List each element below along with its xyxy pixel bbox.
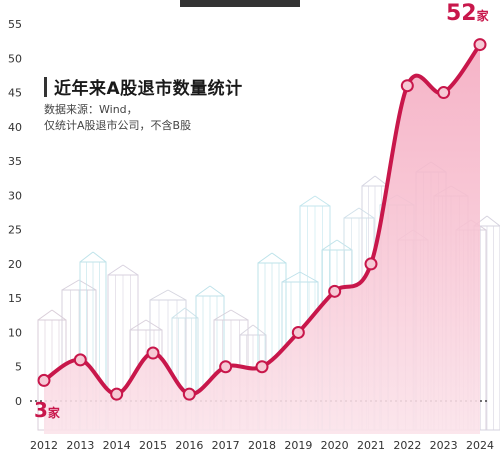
y-axis: 0 5 10 15 20 25 30 35 40 45 50 55: [8, 18, 22, 408]
chart-title: 近年来A股退市数量统计: [54, 79, 243, 99]
source-note: 数据来源：Wind，: [44, 103, 138, 116]
x-tick-label: 2020: [321, 439, 349, 452]
x-tick-label: 2021: [357, 439, 385, 452]
data-point: [73, 353, 87, 367]
start-value-callout: 3家: [34, 398, 60, 422]
y-tick-label: 20: [8, 258, 22, 271]
x-tick-label: 2018: [248, 439, 276, 452]
x-tick-label: 2023: [430, 439, 458, 452]
y-tick-label: 45: [8, 87, 22, 100]
y-tick-label: 55: [8, 18, 22, 31]
data-points: [37, 38, 487, 401]
x-tick-label: 2019: [284, 439, 312, 452]
data-point: [291, 325, 305, 339]
data-point: [37, 373, 51, 387]
y-tick-label: 25: [8, 224, 22, 237]
scope-note: 仅统计A股退市公司，不含B股: [44, 119, 192, 132]
data-point: [182, 387, 196, 401]
end-unit: 家: [476, 9, 489, 23]
y-tick-label: 35: [8, 155, 22, 168]
y-tick-label: 50: [8, 52, 22, 65]
y-tick-label: 30: [8, 189, 22, 202]
y-tick-label: 0: [15, 395, 22, 408]
decorative-corner-block: [180, 0, 300, 7]
data-point: [437, 86, 451, 100]
data-point: [364, 257, 378, 271]
y-tick-label: 5: [15, 361, 22, 374]
data-point: [400, 79, 414, 93]
x-tick-label: 2014: [103, 439, 131, 452]
end-value-callout: 52家: [446, 1, 489, 26]
x-tick-label: 2024: [466, 439, 494, 452]
data-point: [110, 387, 124, 401]
data-point: [255, 360, 269, 374]
x-tick-label: 2022: [393, 439, 421, 452]
y-tick-label: 15: [8, 292, 22, 305]
x-tick-label: 2017: [212, 439, 240, 452]
x-tick-label: 2012: [30, 439, 58, 452]
x-tick-label: 2016: [175, 439, 203, 452]
start-unit: 家: [47, 406, 60, 420]
data-point: [473, 38, 487, 52]
x-tick-label: 2015: [139, 439, 167, 452]
y-tick-label: 40: [8, 121, 22, 134]
title-accent-bar: [44, 77, 47, 97]
data-point: [219, 360, 233, 374]
y-tick-label: 10: [8, 326, 22, 339]
start-value: 3: [34, 398, 48, 422]
x-tick-label: 2013: [66, 439, 94, 452]
data-point: [146, 346, 160, 360]
data-point: [328, 284, 342, 298]
x-axis: 2012 2013 2014 2015 2016 2017 2018 2019 2020 2021…: [30, 439, 494, 452]
end-value: 52: [446, 1, 477, 26]
background-building: [473, 215, 500, 431]
series-area: [44, 44, 480, 435]
